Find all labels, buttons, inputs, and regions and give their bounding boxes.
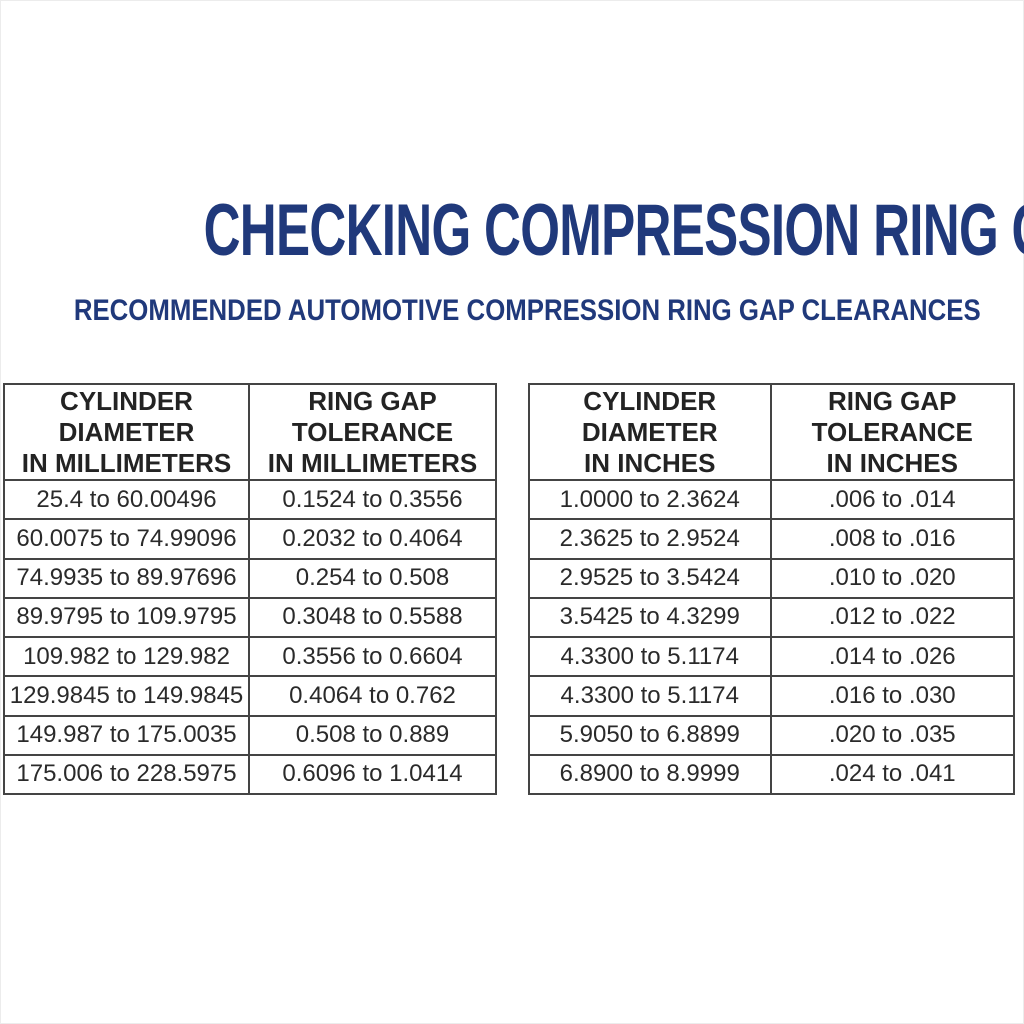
- mm-row-diameter: 60.0075 to 74.99096: [5, 518, 250, 558]
- in-row-tolerance: .006 to .014: [771, 479, 1013, 518]
- mm-row-tolerance: 0.2032 to 0.4064: [250, 518, 495, 557]
- in-row-diameter: 2.3625 to 2.9524: [530, 518, 772, 558]
- in-row-tolerance: .024 to .041: [771, 753, 1013, 793]
- mm-row-tolerance: 0.254 to 0.508: [250, 557, 495, 597]
- in-row-tolerance: .010 to .020: [771, 557, 1013, 597]
- in-row-diameter: 4.3300 to 5.1174: [530, 636, 772, 676]
- in-header-cylinder-diameter: CYLINDER DIAMETER IN INCHES: [530, 385, 772, 479]
- in-row-diameter: 5.9050 to 6.8899: [530, 714, 772, 754]
- page-subtitle: RECOMMENDED AUTOMOTIVE COMPRESSION RING …: [0, 296, 1024, 326]
- mm-row-tolerance: 0.1524 to 0.3556: [250, 479, 495, 518]
- mm-row-diameter: 175.006 to 228.5975: [5, 753, 250, 793]
- mm-header-ring-gap-tolerance: RING GAP TOLERANCE IN MILLIMETERS: [267, 385, 478, 478]
- mm-row-diameter: 74.9935 to 89.97696: [5, 557, 250, 597]
- mm-row-tolerance: 0.4064 to 0.762: [250, 675, 495, 714]
- in-row-diameter: 4.3300 to 5.1174: [530, 675, 772, 715]
- in-row-tolerance: .020 to .035: [771, 714, 1013, 754]
- in-header-ring-gap-tolerance: RING GAP TOLERANCE IN INCHES: [811, 385, 973, 478]
- inches-table: CYLINDER DIAMETER IN INCHES RING GAP TOL…: [528, 383, 1015, 795]
- mm-row-tolerance: 0.3048 to 0.5588: [250, 596, 495, 636]
- mm-row-tolerance: 0.508 to 0.889: [250, 714, 495, 754]
- mm-row-diameter: 89.9795 to 109.9795: [5, 596, 250, 636]
- in-row-diameter: 1.0000 to 2.3624: [530, 479, 772, 519]
- in-row-tolerance: .012 to .022: [771, 596, 1013, 636]
- mm-row-diameter: 109.982 to 129.982: [5, 636, 250, 676]
- in-row-diameter: 2.9525 to 3.5424: [530, 557, 772, 597]
- mm-row-tolerance: 0.6096 to 1.0414: [250, 753, 495, 793]
- mm-row-diameter: 129.9845 to 149.9845: [5, 675, 250, 715]
- in-row-diameter: 6.8900 to 8.9999: [530, 753, 772, 793]
- page-title: CHECKING COMPRESSION RING GAPS: [0, 194, 1024, 267]
- mm-header-cylinder-diameter: CYLINDER DIAMETER IN MILLIMETERS: [5, 385, 250, 479]
- in-row-tolerance: .016 to .030: [771, 675, 1013, 714]
- in-row-tolerance: .014 to .026: [771, 636, 1013, 675]
- mm-row-diameter: 149.987 to 175.0035: [5, 714, 250, 754]
- millimeters-table: CYLINDER DIAMETER IN MILLIMETERS RING GA…: [3, 383, 497, 795]
- in-row-diameter: 3.5425 to 4.3299: [530, 596, 772, 636]
- page-subtitle-text: RECOMMENDED AUTOMOTIVE COMPRESSION RING …: [73, 294, 981, 327]
- mm-row-tolerance: 0.3556 to 0.6604: [250, 636, 495, 675]
- mm-row-diameter: 25.4 to 60.00496: [5, 479, 250, 519]
- page-title-text: CHECKING COMPRESSION RING GAPS: [203, 190, 1024, 271]
- in-row-tolerance: .008 to .016: [771, 518, 1013, 557]
